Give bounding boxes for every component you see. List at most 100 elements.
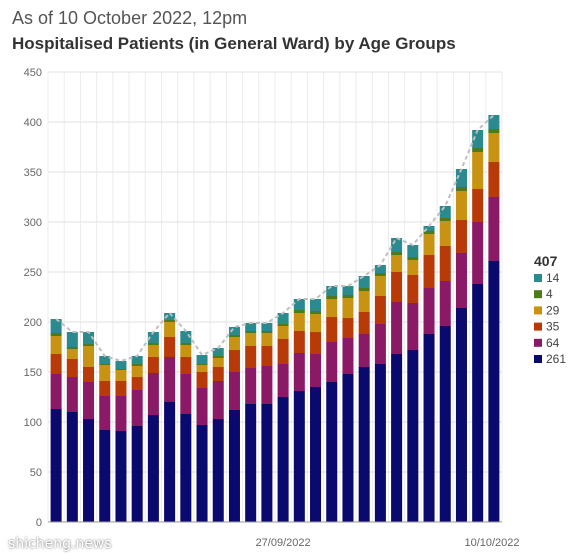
bar-segment	[310, 314, 322, 332]
bar-segment	[342, 286, 354, 295]
bar-segment	[455, 220, 467, 253]
bar-segment	[310, 354, 322, 387]
bar-segment	[455, 169, 467, 187]
bar-segment	[455, 191, 467, 220]
bar-segment	[488, 129, 500, 133]
bar-segment	[342, 318, 354, 338]
chart-title: Hospitalised Patients (in General Ward) …	[12, 34, 456, 53]
bar-segment	[147, 343, 159, 345]
bar-segment	[407, 257, 419, 260]
bar-segment	[472, 189, 484, 222]
chart-subtitle: As of 10 October 2022, 12pm	[12, 8, 248, 28]
bar-segment	[326, 382, 338, 522]
bar-segment	[196, 364, 208, 365]
bar-segment	[180, 331, 192, 343]
bar-segment	[50, 336, 62, 354]
y-tick-label: 300	[24, 217, 42, 229]
bar-segment	[472, 284, 484, 522]
bar-segment	[115, 370, 127, 381]
bar-segment	[228, 337, 240, 350]
bar-segment	[358, 291, 370, 312]
bar-segment	[99, 365, 111, 381]
bar-segment	[50, 333, 62, 336]
bar-segment	[180, 357, 192, 374]
bar-segment	[99, 364, 111, 365]
total-trend-line	[55, 114, 495, 363]
bar-segment	[488, 133, 500, 162]
bar-segment	[66, 412, 78, 522]
legend-label: 14	[546, 271, 560, 285]
bar-segment	[131, 390, 143, 426]
bar-segment	[180, 343, 192, 345]
bar-segment	[83, 419, 95, 522]
bar-segment	[358, 334, 370, 367]
y-tick-label: 50	[30, 467, 42, 479]
bar-segment	[472, 130, 484, 148]
bar-segment	[83, 346, 95, 367]
bar-segment	[423, 255, 435, 288]
bar-segment	[439, 218, 451, 221]
bar-segment	[407, 350, 419, 522]
bar-segment	[212, 348, 224, 356]
bar-segment	[164, 402, 176, 522]
bar-segment	[423, 234, 435, 255]
bar-segment	[261, 333, 273, 346]
bar-segment	[326, 296, 338, 299]
bar-segment	[488, 197, 500, 261]
bar-segment	[374, 324, 386, 364]
legend-label: 261	[546, 352, 566, 366]
bar-segment	[261, 346, 273, 366]
bar-segment	[147, 373, 159, 415]
bar-segment	[488, 261, 500, 522]
bar-segment	[261, 331, 273, 333]
bar-segment	[228, 335, 240, 337]
y-tick-label: 400	[24, 117, 42, 129]
bar-segment	[99, 356, 111, 364]
bar-segment	[245, 333, 257, 346]
bar-segment	[423, 334, 435, 522]
bar-segment	[212, 356, 224, 358]
bar-segment	[472, 222, 484, 284]
bar-segment	[228, 372, 240, 410]
bar-segment	[115, 381, 127, 396]
bar-segment	[293, 391, 305, 522]
bar-segment	[407, 260, 419, 275]
bar-segment	[196, 355, 208, 364]
legend-swatch	[534, 355, 542, 363]
bar-segment	[439, 206, 451, 218]
bar-segment	[115, 361, 127, 369]
bar-segment	[131, 377, 143, 390]
bar-segment	[228, 350, 240, 372]
bar-segment	[196, 365, 208, 372]
bar-segment	[164, 313, 176, 320]
legend-swatch	[534, 274, 542, 282]
bar-segment	[245, 346, 257, 368]
bar-segment	[342, 295, 354, 298]
bar-segment	[423, 226, 435, 231]
bar-segment	[455, 187, 467, 191]
x-tick-label: 27/09/2022	[256, 537, 311, 549]
bar-segment	[164, 357, 176, 402]
bar-segment	[83, 382, 95, 419]
bar-segment	[164, 320, 176, 322]
bar-segment	[66, 332, 78, 347]
bar-segment	[277, 313, 289, 324]
legend-swatch	[534, 338, 542, 347]
bar-segment	[83, 344, 95, 346]
bar-segment	[147, 415, 159, 522]
bar-segment	[423, 288, 435, 334]
bar-segment	[99, 396, 111, 430]
bar-segment	[472, 152, 484, 189]
bar-segment	[131, 366, 143, 377]
bar-segment	[358, 312, 370, 334]
bar-segment	[455, 308, 467, 522]
bar-segment	[228, 410, 240, 522]
bar-segment	[358, 367, 370, 522]
bar-segment	[326, 317, 338, 342]
bar-segment	[212, 381, 224, 419]
bar-segment	[83, 332, 95, 344]
bar-segment	[196, 372, 208, 388]
bar-segment	[115, 396, 127, 431]
bar-segment	[147, 332, 159, 343]
